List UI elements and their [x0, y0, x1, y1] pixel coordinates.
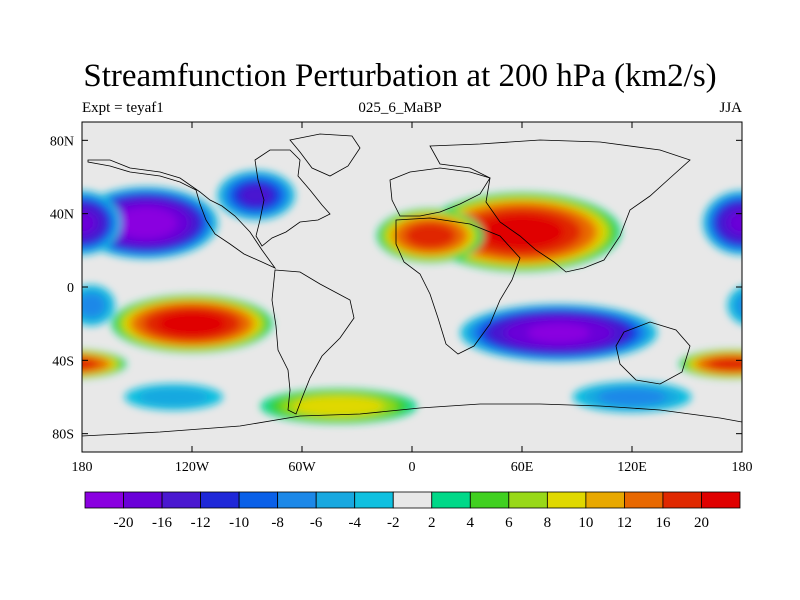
latitude-ticks: 80N 40N 0 40S 80S	[50, 134, 742, 443]
colorbar-swatch-12	[546, 491, 587, 509]
lat-tick-label-0: 80N	[50, 134, 74, 149]
colorbar-label-13: 12	[617, 515, 632, 531]
colorbar-swatch-0	[84, 491, 124, 509]
lon-tick-label-6: 180	[732, 460, 753, 475]
season-label: JJA	[719, 100, 742, 116]
case-label: 025_6_MaBP	[358, 100, 442, 116]
lon-tick-label-1: 120W	[175, 460, 210, 475]
experiment-label: Expt = teyaf1	[82, 100, 164, 116]
lon-tick-label-5: 120E	[617, 460, 647, 475]
colorbar-label-11: 8	[544, 515, 552, 531]
colorbar-label-0: -20	[114, 515, 134, 531]
colorbar-label-10: 6	[505, 515, 513, 531]
coastlines	[82, 133, 742, 437]
colorbar-swatch-15	[662, 491, 702, 509]
lat-tick-label-3: 40S	[52, 354, 74, 369]
lon-tick-label-2: 60W	[288, 460, 316, 475]
colorbar-swatch-4	[238, 491, 279, 509]
colorbar-swatch-11	[508, 491, 548, 509]
colorbar-swatch-6	[315, 491, 356, 509]
lat-tick-label-1: 40N	[50, 208, 74, 223]
high-anomaly-5	[111, 294, 273, 353]
lon-tick-label-4: 60E	[511, 460, 534, 475]
colorbar-swatch-7	[354, 491, 394, 509]
low-anomaly-4	[82, 190, 742, 255]
colorbar-label-5: -6	[310, 515, 323, 531]
colorbar-swatch-16	[701, 491, 741, 509]
lon-tick-label-0: 180	[72, 460, 93, 475]
colorbar: -20 -16 -12 -10 -8 -6 -4 -2 2 4 6 8 10 12 16 20	[84, 491, 741, 531]
low-anomaly-3	[217, 170, 295, 220]
colorbar-label-3: -10	[229, 515, 249, 531]
low-anomaly-11	[82, 284, 742, 326]
colorbar-swatch-13	[585, 491, 625, 509]
colorbar-swatch-14	[624, 491, 664, 509]
high-anomaly-8	[260, 388, 417, 424]
plot-title: Streamfunction Perturbation at 200 hPa (…	[83, 58, 717, 94]
colorbar-label-7: -2	[387, 515, 400, 531]
lat-tick-label-4: 80S	[52, 428, 74, 443]
colorbar-swatch-2	[161, 491, 201, 509]
colorbar-label-15: 20	[694, 515, 709, 531]
low-anomaly-9	[572, 381, 692, 413]
colorbar-swatch-8	[392, 491, 433, 509]
colorbar-label-8: 2	[428, 515, 436, 531]
lon-tick-label-3: 0	[409, 460, 416, 475]
high-anomaly-6	[82, 349, 742, 379]
colorbar-label-12: 10	[578, 515, 593, 531]
colorbar-label-2: -12	[191, 515, 211, 531]
colorbar-label-9: 4	[467, 515, 475, 531]
low-anomaly-10	[124, 383, 223, 411]
colorbar-label-6: -4	[348, 515, 361, 531]
low-anomaly-7	[460, 304, 658, 362]
lat-tick-label-2: 0	[67, 281, 74, 296]
colorbar-swatch-3	[200, 491, 240, 509]
longitude-ticks: 180 120W 60W 0 60E 120E 180	[72, 122, 753, 475]
colorbar-swatch-1	[123, 491, 163, 509]
high-anomaly-1	[376, 208, 484, 263]
colorbar-label-1: -16	[152, 515, 172, 531]
colorbar-swatch-10	[469, 491, 510, 509]
colorbar-swatch-9	[431, 491, 471, 509]
colorbar-label-14: 16	[655, 515, 671, 531]
streamfunction-field	[82, 170, 742, 424]
colorbar-swatch-5	[277, 491, 317, 509]
colorbar-label-4: -8	[271, 515, 284, 531]
high-anomaly-0	[423, 192, 621, 272]
